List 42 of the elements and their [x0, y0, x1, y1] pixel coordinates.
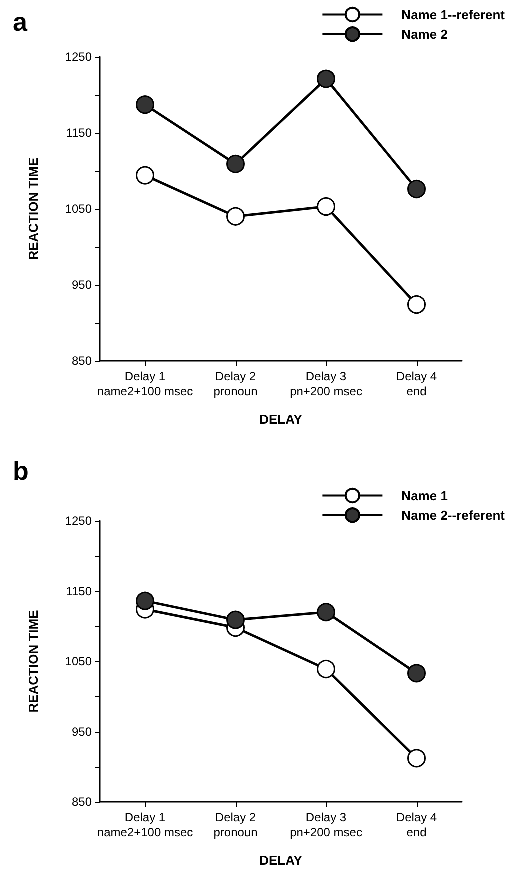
- point: [226, 207, 245, 226]
- point: [226, 154, 245, 174]
- x-tick-label: Delay 1 name2+100 msec: [97, 370, 194, 398]
- y-tick-label: 1050: [65, 654, 92, 668]
- x-tick-label: Delay 2 pronoun: [214, 810, 258, 840]
- x-tick-label: Delay 4 end: [396, 810, 438, 840]
- x-axis-title: DELAY: [260, 412, 303, 427]
- legend-label: Name 2: [402, 26, 448, 42]
- chart-title: a: [13, 7, 28, 37]
- y-tick-label: 1050: [65, 202, 92, 216]
- y-axis-title: REACTION TIME: [26, 157, 41, 260]
- legend-label: Name 1--referent: [402, 7, 506, 22]
- legend-label: Name 1: [402, 488, 448, 504]
- point: [136, 166, 154, 185]
- point: [408, 180, 426, 198]
- point: [408, 664, 426, 683]
- y-tick-label: 950: [72, 278, 92, 292]
- x-tick-label: Delay 4 end: [396, 370, 438, 398]
- point: [408, 749, 426, 768]
- x-tick-label: Delay 2 pronoun: [214, 370, 258, 398]
- x-axis-title: DELAY: [260, 853, 303, 868]
- point: [136, 96, 154, 114]
- y-tick-label: 950: [72, 724, 92, 739]
- point: [408, 296, 426, 314]
- point: [317, 660, 336, 678]
- y-tick-label: 850: [72, 354, 92, 368]
- x-tick-label: Delay 3 pn+200 msec: [290, 370, 362, 398]
- legend-label: Name 2--referent: [402, 508, 506, 523]
- y-axis-title: REACTION TIME: [26, 610, 41, 713]
- y-tick-label: 1150: [66, 126, 92, 140]
- x-tick-label: Delay 1 name2+100 msec: [97, 810, 194, 840]
- y-tick-label: 850: [72, 795, 92, 809]
- y-tick-label: 1250: [65, 514, 92, 528]
- y-tick-label: 1250: [65, 50, 92, 64]
- point: [317, 603, 336, 622]
- chart-title: b: [13, 456, 29, 486]
- point: [226, 610, 245, 630]
- point: [317, 197, 336, 216]
- x-tick-label: Delay 3 pn+200 msec: [290, 810, 362, 840]
- point: [136, 592, 154, 610]
- point: [317, 70, 336, 88]
- y-tick-label: 1150: [66, 584, 92, 598]
